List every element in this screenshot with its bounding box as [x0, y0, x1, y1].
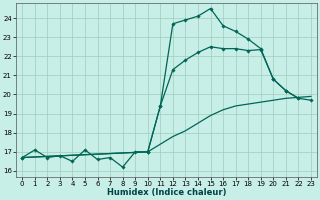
X-axis label: Humidex (Indice chaleur): Humidex (Indice chaleur): [107, 188, 226, 197]
